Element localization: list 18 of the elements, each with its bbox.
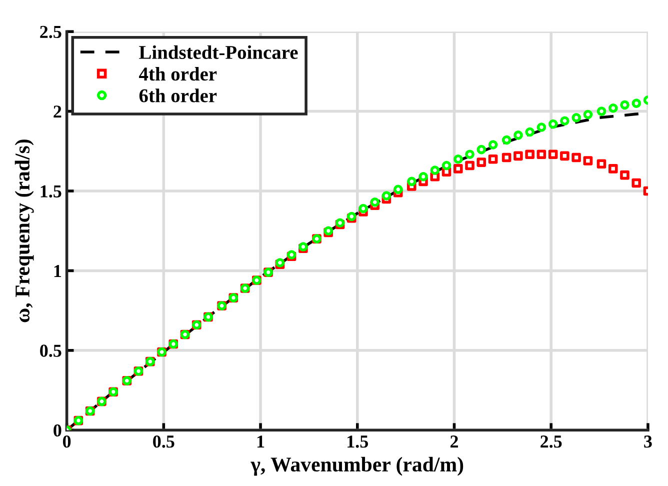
legend-label: 6th order <box>139 88 217 102</box>
y-tick-label: 0 <box>54 424 62 437</box>
x-tick-label: 2.5 <box>540 436 562 448</box>
y-tick-label: 1 <box>54 265 62 277</box>
x-tick-label: 0.5 <box>153 435 174 448</box>
y-tick-label: 0.5 <box>40 344 62 357</box>
legend-label: 4th order <box>139 66 217 81</box>
x-tick-label: 1 <box>257 436 264 448</box>
x-tick-label: 3 <box>644 436 652 448</box>
x-tick-label: 1.5 <box>348 436 368 448</box>
legend-label: Lindstedt-Poincare <box>139 45 298 60</box>
y-axis-title: ω, Frequency (rad/s) <box>14 140 34 322</box>
x-tick-label: 0 <box>62 435 71 448</box>
y-tick-label: 1.5 <box>40 185 62 198</box>
x-tick-label: 2 <box>450 436 458 448</box>
y-tick-label: 2 <box>54 106 62 118</box>
x-axis-title: γ, Wavenumber (rad/m) <box>250 456 464 476</box>
y-tick-label: 2.5 <box>40 26 62 38</box>
